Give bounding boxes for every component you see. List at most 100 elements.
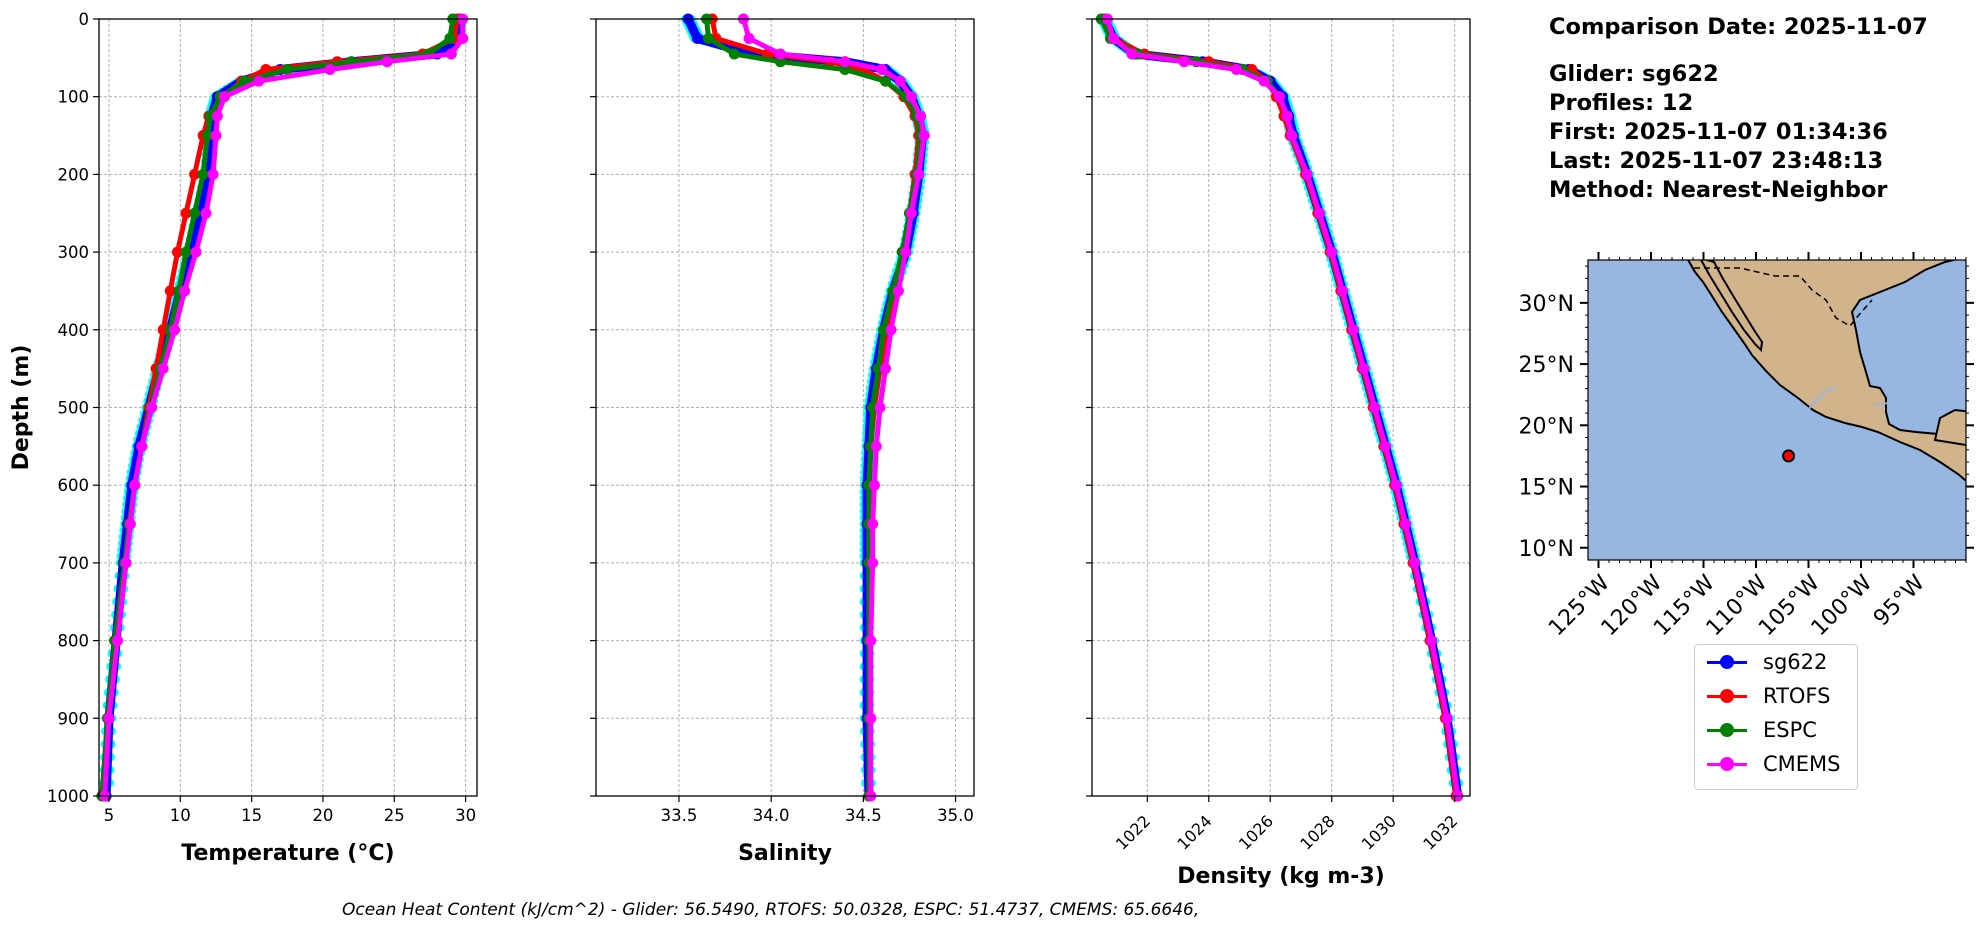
series-espc-marker xyxy=(444,32,456,44)
x-tick-label: 1024 xyxy=(1173,811,1215,853)
x-tick-label: 33.5 xyxy=(661,806,698,825)
map-land-baja-california xyxy=(1699,260,1764,353)
series-cmems-marker xyxy=(865,712,877,724)
series-cmems-marker xyxy=(870,440,882,452)
series-cmems-marker xyxy=(879,363,891,375)
series-cmems-marker xyxy=(900,246,912,258)
series-cmems-marker xyxy=(157,363,169,375)
series-espc-marker xyxy=(728,48,740,60)
series-cmems-marker xyxy=(1313,207,1325,219)
series-cmems-marker xyxy=(381,56,393,68)
series-cmems-marker xyxy=(1258,75,1270,87)
series-cmems xyxy=(99,13,469,802)
legend-item-espc: ESPC xyxy=(1703,714,1853,748)
series-cmems-marker xyxy=(103,712,115,724)
x-tick-label: 34.5 xyxy=(845,806,882,825)
series-cmems-marker xyxy=(876,64,888,76)
y-tick-label: 900 xyxy=(58,709,90,728)
interpolation-method: Method: Nearest-Neighbor xyxy=(1549,177,1888,203)
map-land-north-america xyxy=(1686,260,1966,483)
series-cmems-marker xyxy=(1358,363,1370,375)
y-tick-label: 1000 xyxy=(47,787,89,806)
series-cmems-marker xyxy=(894,75,906,87)
x-tick-label: 30 xyxy=(455,806,476,825)
legend-marker-sg622 xyxy=(1720,655,1734,669)
series-cmems-marker xyxy=(915,110,927,122)
map-border xyxy=(1694,267,1873,327)
series-cmems-marker xyxy=(892,285,904,297)
series-cmems-marker xyxy=(253,75,265,87)
legend-label-sg622: sg622 xyxy=(1763,650,1828,674)
series-cmems-marker xyxy=(1409,557,1421,569)
series-espc-marker xyxy=(180,246,192,258)
comparison-date: Comparison Date: 2025-11-07 xyxy=(1549,14,1928,40)
series-cmems-marker xyxy=(905,207,917,219)
legend: sg622 RTOFS ESPC CMEMS xyxy=(1694,644,1858,790)
legend-label-cmems: CMEMS xyxy=(1763,752,1841,776)
series-rtofs-marker xyxy=(189,168,201,180)
series-cmems-marker xyxy=(129,479,141,491)
legend-label-rtofs: RTOFS xyxy=(1763,684,1831,708)
series-cmems-marker xyxy=(1281,110,1293,122)
x-tick-label: 1032 xyxy=(1419,811,1461,853)
y-tick-label: 0 xyxy=(79,10,90,29)
series-cmems-marker xyxy=(1273,91,1285,103)
ocean-heat-content-footer: Ocean Heat Content (kJ/cm^2) - Glider: 5… xyxy=(342,900,1200,920)
summary-info: Comparison Date: 2025-11-07 Glider: sg62… xyxy=(1549,13,1928,205)
series-cmems-marker xyxy=(1126,48,1138,60)
map-lat-label: 20°N xyxy=(1519,414,1574,439)
series-cmems-marker xyxy=(885,324,897,336)
legend-marker-espc xyxy=(1720,723,1734,737)
series-cmems-marker xyxy=(839,56,851,68)
map-lat-label: 30°N xyxy=(1519,292,1574,317)
x-tick-label: 34.0 xyxy=(753,806,790,825)
map-river xyxy=(1799,387,1906,421)
series-cmems-marker xyxy=(874,402,886,413)
x-tick-label: 1030 xyxy=(1358,811,1400,853)
series-cmems-marker xyxy=(1441,712,1453,724)
y-tick-label: 300 xyxy=(58,243,90,262)
series-espc-marker xyxy=(197,168,209,180)
y-tick-label: 200 xyxy=(58,165,90,184)
y-tick-label: 700 xyxy=(58,554,90,573)
series-cmems-marker xyxy=(1108,32,1120,44)
series-cmems xyxy=(1101,13,1464,802)
series-cmems-marker xyxy=(1178,56,1190,68)
series-cmems-marker xyxy=(179,285,191,297)
series-cmems xyxy=(738,13,930,802)
series-espc-marker xyxy=(201,130,213,142)
series-cmems-marker xyxy=(1369,402,1381,413)
legend-marker-rtofs xyxy=(1720,689,1734,703)
series-cmems-marker xyxy=(1301,168,1313,180)
profile-count: Profiles: 12 xyxy=(1549,90,1694,116)
series-cmems-marker xyxy=(219,91,231,103)
series-cmems-marker xyxy=(743,32,755,44)
y-tick-label: 500 xyxy=(58,399,90,418)
series-rtofs-marker xyxy=(180,207,192,219)
series-cmems-marker xyxy=(169,324,181,336)
y-axis-label: Depth (m) xyxy=(9,345,34,471)
series-rtofs-marker xyxy=(171,246,183,258)
series-sg622-marker xyxy=(691,32,703,44)
legend-item-rtofs: RTOFS xyxy=(1703,680,1853,714)
series-cmems-marker xyxy=(913,168,925,180)
series-espc-marker xyxy=(189,207,201,219)
map-lat-label: 15°N xyxy=(1519,476,1574,501)
series-espc-marker xyxy=(281,64,293,76)
density-profile-panel: 1022 1024 1026 1028 1030 1032 Density (kg m-3) xyxy=(1086,13,1471,889)
x-tick-label: 10 xyxy=(170,806,191,825)
map-lat-label: 25°N xyxy=(1519,353,1574,378)
series-cmems-marker xyxy=(112,635,124,647)
series-cmems-marker xyxy=(120,557,132,569)
x-tick-label: 20 xyxy=(312,806,333,825)
y-tick-label: 600 xyxy=(58,476,90,495)
series-cmems-marker xyxy=(867,557,879,569)
x-tick-label: 35.0 xyxy=(937,806,974,825)
glider-name: Glider: sg622 xyxy=(1549,61,1719,87)
series-rtofs-marker xyxy=(164,285,176,297)
series-cmems-marker xyxy=(1390,479,1402,491)
last-time: Last: 2025-11-07 23:48:13 xyxy=(1549,148,1884,174)
series-cmems-marker xyxy=(200,207,212,219)
series-cmems-marker xyxy=(1286,130,1298,142)
series-espc-marker xyxy=(879,75,891,87)
